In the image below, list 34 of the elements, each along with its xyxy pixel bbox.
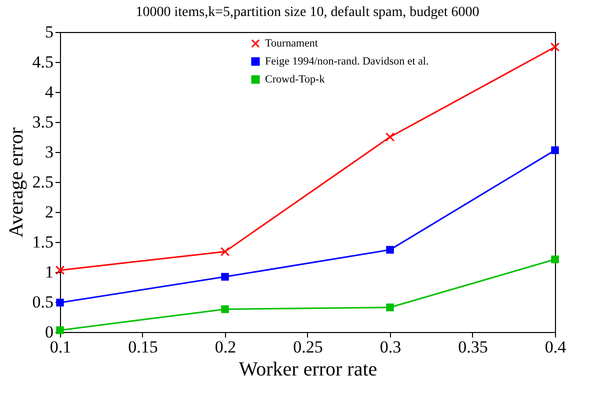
point	[220, 246, 230, 256]
point	[550, 42, 560, 52]
y-tick-label: 3.5	[32, 112, 54, 132]
x-tick-label: 0.3	[380, 338, 402, 356]
legend-label: Crowd-Top-k	[265, 74, 326, 86]
point	[56, 298, 64, 306]
y-tick-label: 1	[45, 262, 54, 282]
y-tick-label: 3	[45, 142, 54, 162]
point	[56, 326, 64, 334]
legend-label: Tournament	[265, 38, 318, 50]
x-tick-label: 0.15	[128, 338, 158, 356]
point	[551, 146, 559, 154]
x-tick-label: 0.35	[458, 338, 488, 356]
point	[386, 246, 394, 254]
point	[55, 266, 65, 275]
chart-title: 10000 items,k=5,partition size 10, default spam, budget 6000	[136, 5, 480, 20]
y-tick-label: 1.5	[32, 232, 54, 252]
x-axis-title: Worker error rate	[238, 358, 378, 380]
y-tick-label: 4.5	[32, 52, 54, 72]
point	[386, 304, 394, 312]
point	[385, 132, 395, 142]
y-tick-label: 5	[45, 22, 54, 42]
y-tick-label: 2.5	[32, 172, 54, 192]
y-tick-label: 2	[45, 202, 54, 222]
point	[221, 305, 229, 314]
y-tick-label: 4	[45, 82, 54, 102]
x-tick-label: 0.2	[214, 338, 236, 356]
y-tick-label: 0.5	[32, 292, 54, 312]
x-tick-label: 0.4	[544, 338, 567, 356]
point	[221, 272, 229, 281]
y-axis-title: Average error	[5, 127, 28, 238]
x-tick-label: 0.25	[293, 338, 323, 356]
legend-label: Feige 1994/non-rand. Davidson et al.	[265, 56, 429, 68]
point	[551, 256, 559, 264]
